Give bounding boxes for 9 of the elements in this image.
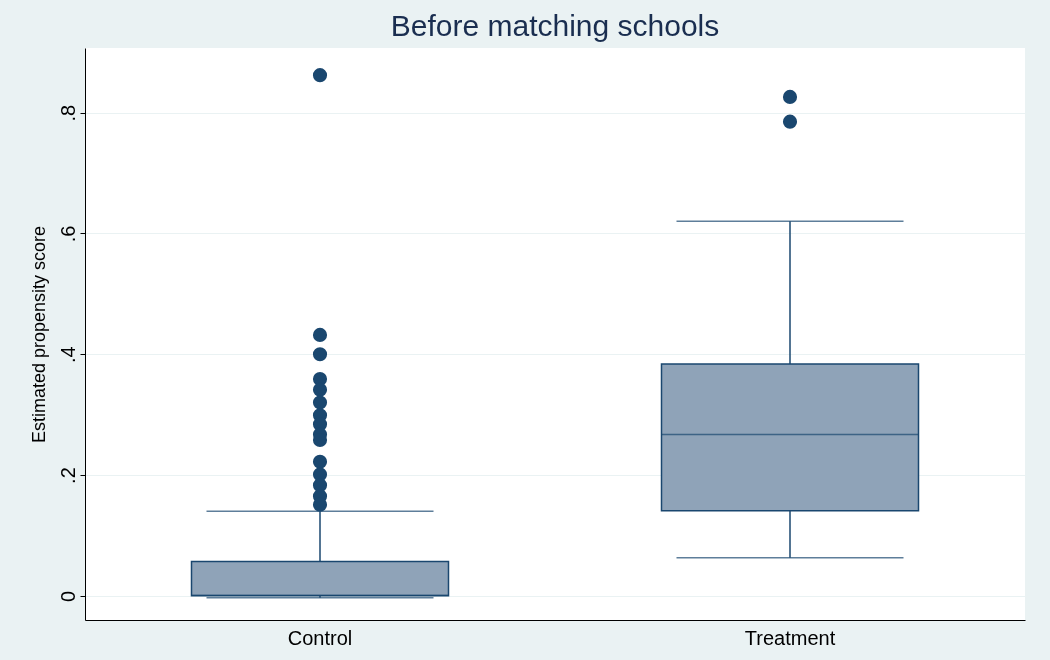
y-tick-label: .6 — [56, 225, 79, 243]
y-tick-label: 0 — [56, 590, 79, 602]
y-tick-label: .2 — [56, 467, 79, 484]
x-tick-label: Treatment — [744, 626, 836, 649]
chart-title: Before matching schools — [390, 9, 720, 42]
x-tick-label: Control — [287, 626, 353, 649]
y-tick-label: .8 — [56, 104, 79, 122]
y-axis-title: Estimated propensity score — [28, 225, 49, 444]
y-tick-label: .4 — [56, 346, 79, 364]
